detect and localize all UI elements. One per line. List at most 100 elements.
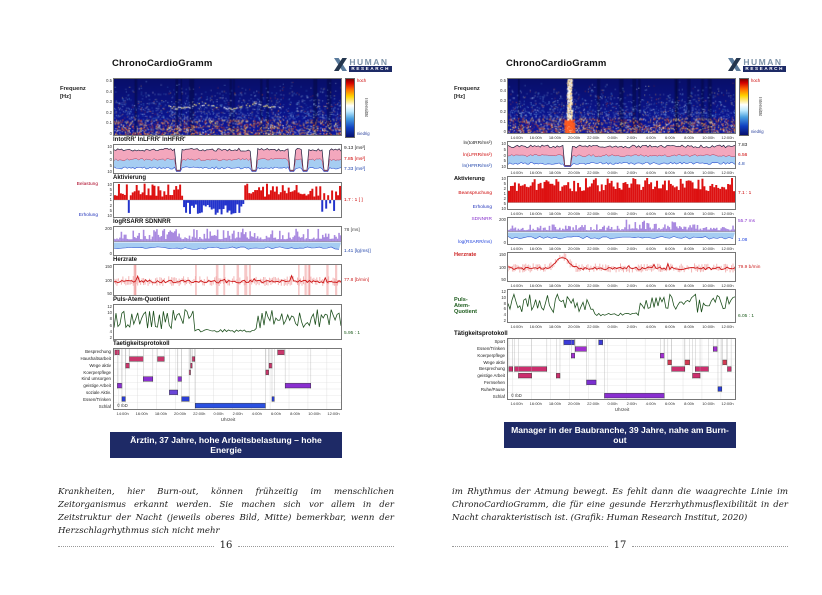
time-tick: 2:00h	[626, 211, 637, 216]
rsa-value: 78 [ms]	[344, 228, 360, 233]
bands-value: 6.56	[738, 152, 748, 158]
activity-row-label: geistige Arbeit	[477, 373, 505, 379]
time-tick: 0:00h	[213, 411, 224, 416]
heart-ytick: 50	[107, 291, 112, 296]
time-tick: 8:00h	[290, 411, 301, 416]
time-tick: 0:00h	[607, 135, 618, 140]
time-tick: 6:00h	[664, 170, 675, 175]
colorbar-label: Intensität	[363, 97, 369, 117]
bands-ytick: 5	[109, 162, 112, 168]
time-tick: 10:00h	[702, 211, 715, 216]
paq-ytick: 2	[109, 334, 112, 340]
rsa-value: 55.7 ms	[738, 219, 756, 224]
panel-paq-title: Atem-	[454, 303, 470, 309]
panel-bands-title: lntotRR' lnLFRR' lnHFRR'	[113, 137, 186, 143]
time-tick: 12:00h	[721, 135, 734, 140]
time-tick: 18:00h	[154, 411, 168, 416]
activity-row-label: Wege aktiv	[89, 362, 111, 368]
bands-value: 7.83	[738, 143, 748, 148]
panel-paq-title: Puls-Atem-Quotient	[113, 297, 170, 303]
paq-ytick: 8	[503, 300, 506, 306]
spectrogram-ylabel: Frequenz	[60, 86, 86, 92]
activity-row-label: Schlaf	[492, 393, 505, 399]
rsa-label: log(RSARR/ms)	[457, 240, 492, 245]
colorbar-top-label: hoch	[357, 78, 367, 83]
time-tick: 12:00h	[327, 411, 340, 416]
time-tick: 4:00h	[645, 246, 656, 251]
colorbar-bottom-label: niedrig	[751, 129, 764, 134]
time-tick: 2:00h	[626, 246, 637, 251]
spectrogram-plot	[507, 78, 736, 134]
time-tick: 0:00h	[607, 324, 618, 329]
time-tick: 10:00h	[702, 401, 715, 406]
bands-value: 7.33 [ms²]	[344, 167, 366, 172]
time-tick: 6:00h	[664, 324, 675, 329]
spectrogram-row: Frequenz [Hz] 0.5 0.4 0.3 0.2 0.1 0 hoch Inte…	[60, 78, 392, 138]
activity-row-label: Koerperpflege	[83, 369, 111, 375]
time-tick: 10:00h	[702, 246, 715, 251]
spectrogram-ytick: 0.4	[500, 88, 506, 94]
activation-ytick: 2	[109, 202, 112, 208]
time-tick: 14:00h	[510, 170, 523, 175]
time-tick: 20:00h	[567, 324, 581, 329]
figure-title: ChronoCardioGramm	[506, 58, 607, 69]
spectrogram-ylabel: Frequenz	[454, 86, 480, 92]
spectrogram-ytick: 0.1	[106, 120, 112, 126]
panel-activation-title: Aktivierung	[113, 175, 147, 181]
panel-activation-title: Aktivierung	[454, 176, 485, 182]
time-tick: 12:00h	[721, 283, 734, 288]
time-tick: 18:00h	[548, 211, 562, 216]
time-tick: 0:00h	[607, 401, 618, 406]
time-tick: 16:00h	[529, 170, 542, 175]
time-tick: 10:00h	[702, 324, 715, 329]
bands-ytick: 5	[109, 150, 112, 156]
heart-ytick: 100	[105, 277, 112, 283]
spectrogram-ytick: 0.1	[500, 118, 506, 124]
time-tick: 8:00h	[684, 170, 695, 175]
activation-ytick: 1	[109, 197, 112, 203]
time-tick: 4:00h	[645, 401, 656, 406]
chronocardiogramm-figure: ChronoCardioGramm HUMAN RESEARCH Frequen…	[454, 58, 786, 448]
paq-ytick: 12	[501, 289, 506, 294]
colorbar-label: Intensität	[757, 96, 763, 116]
activity-row-label: Ruhe/Pause	[480, 387, 505, 393]
footer-rule-left	[58, 546, 214, 547]
activation-label-top: Beanspruchung	[458, 191, 492, 196]
time-tick: 2:00h	[626, 135, 637, 140]
paq-ytick: 4	[503, 312, 506, 318]
colorbar: hoch Intensität niedrig	[736, 78, 786, 136]
rsa-value: 1.41 [lg(ms)]	[344, 249, 371, 254]
activity-row-label: Schlaf	[98, 403, 111, 409]
time-tick: 6:00h	[664, 246, 675, 251]
spectrogram-ytick: 0.3	[500, 98, 506, 104]
time-tick: 2:00h	[626, 401, 637, 406]
page-footer: 17	[452, 540, 789, 551]
time-tick: 18:00h	[548, 401, 562, 406]
time-tick: 20:00h	[567, 135, 581, 140]
time-tick: 14:00h	[510, 211, 523, 216]
time-tick: 8:00h	[684, 324, 695, 329]
spectrogram-yunit: [Hz]	[454, 94, 465, 100]
figure-header: ChronoCardioGramm HUMAN RESEARCH	[454, 58, 786, 78]
time-tick: 4:00h	[645, 211, 656, 216]
spectrogram-ytick: 0.4	[106, 88, 112, 94]
page-left: ChronoCardioGramm HUMAN RESEARCH Frequen…	[58, 0, 395, 595]
panel-paq: 12 10 8 6 4 2 5.95 : 1	[60, 304, 392, 340]
paq-ytick: 10	[107, 310, 112, 316]
activation-ytick: 5	[503, 201, 506, 206]
time-tick: 18:00h	[548, 135, 562, 140]
heart-value: 77.8 [b/min]	[344, 277, 370, 283]
time-tick: 10:00h	[308, 411, 321, 416]
activity-row-label: Fernsehen	[484, 380, 505, 386]
time-tick: 2:00h	[626, 324, 637, 329]
panel-activity-title: Taetigkeitsprotokoll	[113, 341, 170, 347]
chronocardiogramm-figure: ChronoCardioGramm HUMAN RESEARCH Frequen…	[60, 58, 392, 458]
time-tick: 16:00h	[529, 211, 542, 216]
copyright-label: © IbD	[511, 393, 522, 398]
figure-header: ChronoCardioGramm HUMAN RESEARCH	[60, 58, 392, 78]
colorbar: hoch Intensität niedrig	[342, 78, 392, 138]
body-text: im Rhythmus der Atmung bewegt. Es fehlt …	[452, 487, 788, 523]
panel-heart: 150 100 50 77.8 [b/min]	[60, 264, 392, 296]
activation-ytick: 10	[501, 206, 506, 211]
time-tick: 12:00h	[721, 170, 734, 175]
